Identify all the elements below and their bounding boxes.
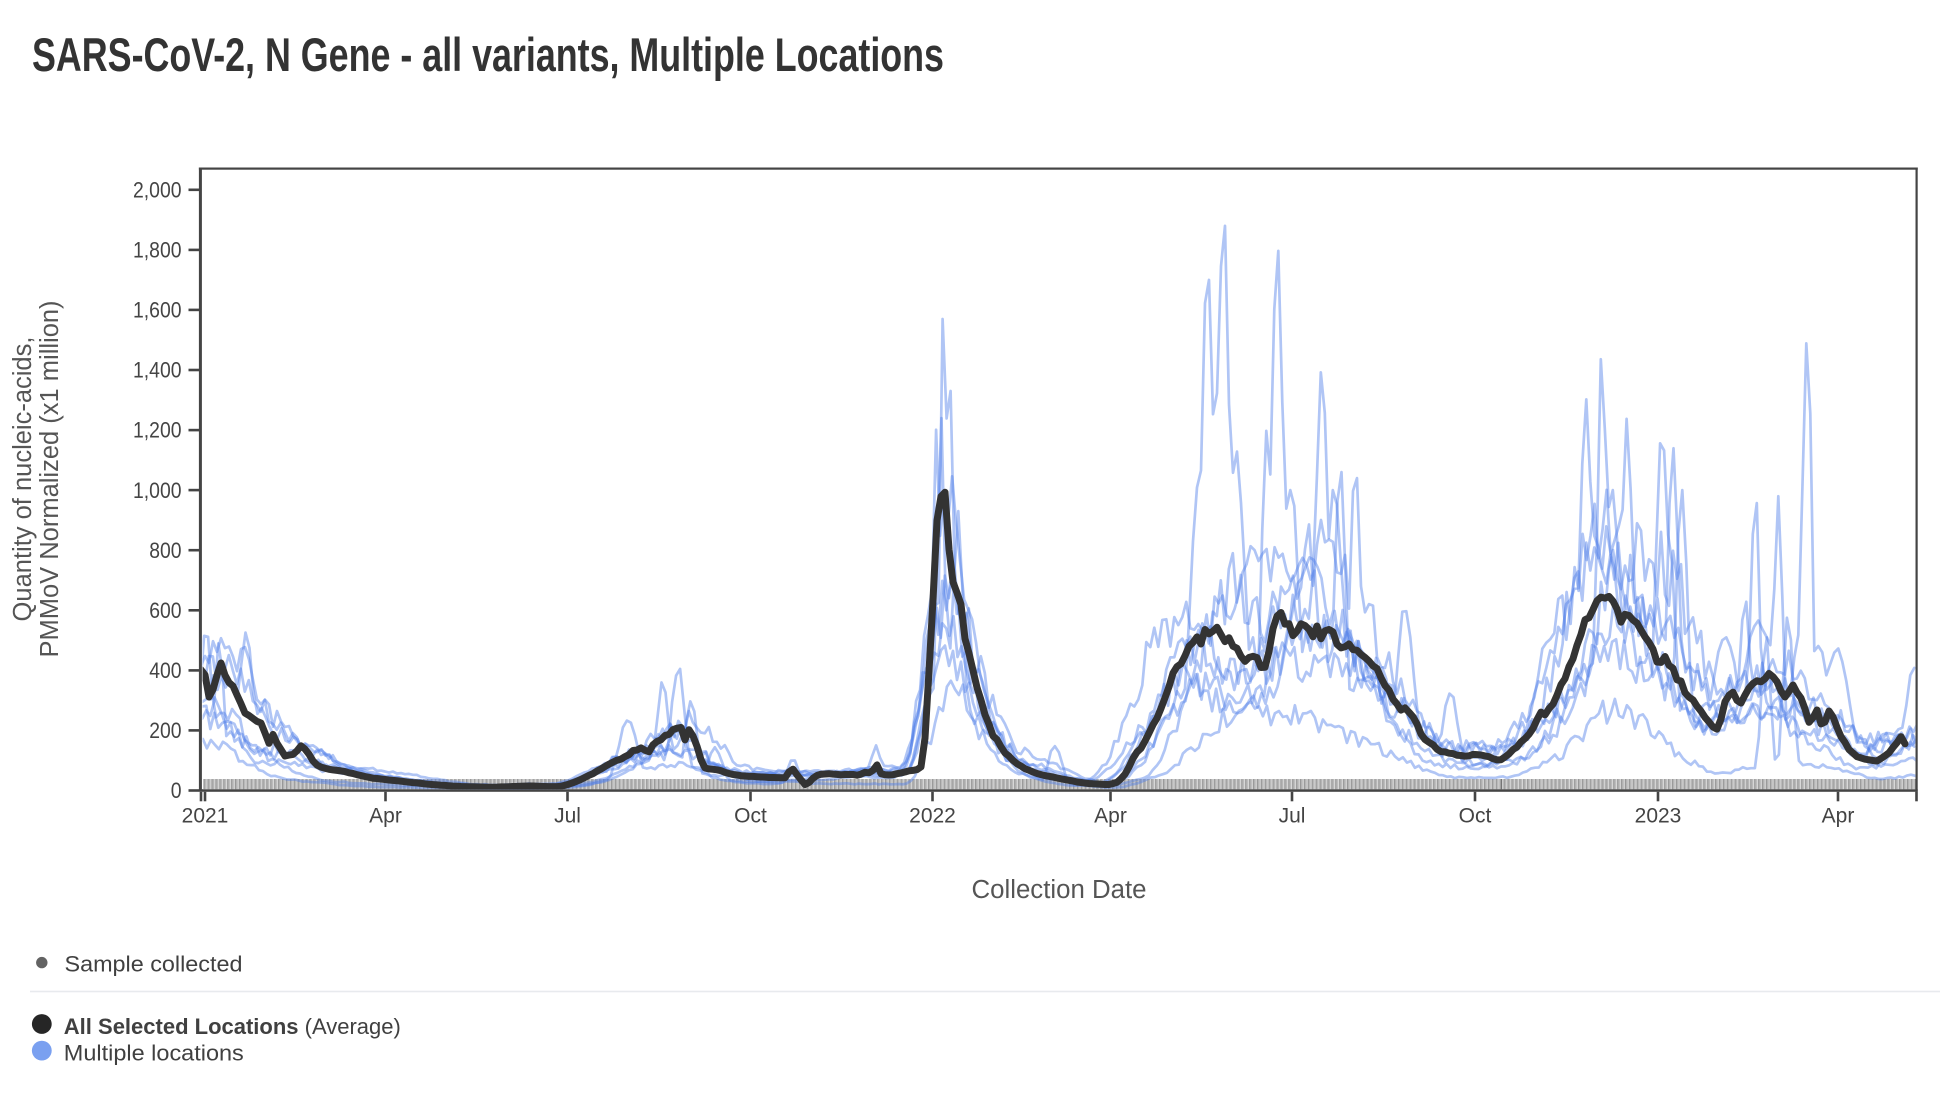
svg-text:2023: 2023: [1635, 805, 1682, 828]
svg-text:Jul: Jul: [1279, 805, 1306, 828]
svg-text:All Selected Locations (Averag: All Selected Locations (Average): [64, 1014, 401, 1039]
svg-text:Sample collected: Sample collected: [65, 952, 243, 977]
svg-text:Oct: Oct: [1459, 805, 1492, 828]
svg-text:Quantity of nucleic-acids,: Quantity of nucleic-acids,: [9, 337, 37, 622]
svg-text:Apr: Apr: [1094, 805, 1127, 828]
svg-text:Jul: Jul: [554, 805, 581, 828]
svg-text:Apr: Apr: [369, 805, 402, 828]
svg-text:Multiple locations: Multiple locations: [64, 1041, 244, 1066]
svg-text:800: 800: [149, 538, 181, 563]
svg-text:1,200: 1,200: [133, 418, 182, 443]
svg-text:1,600: 1,600: [133, 298, 182, 323]
svg-text:Collection Date: Collection Date: [972, 876, 1147, 904]
svg-text:1,400: 1,400: [133, 358, 182, 383]
svg-text:PMMoV Normalized (x1 million): PMMoV Normalized (x1 million): [36, 300, 64, 657]
svg-text:SARS-CoV-2, N Gene - all varia: SARS-CoV-2, N Gene - all variants, Multi…: [32, 28, 944, 81]
svg-text:200: 200: [149, 718, 181, 743]
svg-text:2,000: 2,000: [133, 177, 182, 202]
svg-text:1,800: 1,800: [133, 238, 182, 263]
svg-text:0: 0: [171, 778, 182, 803]
svg-text:400: 400: [149, 658, 181, 683]
svg-text:2021: 2021: [182, 805, 229, 828]
svg-text:Apr: Apr: [1822, 805, 1855, 828]
svg-text:600: 600: [149, 598, 181, 623]
svg-text:Oct: Oct: [734, 805, 767, 828]
svg-text:1,000: 1,000: [133, 478, 182, 503]
svg-text:2022: 2022: [909, 805, 956, 828]
